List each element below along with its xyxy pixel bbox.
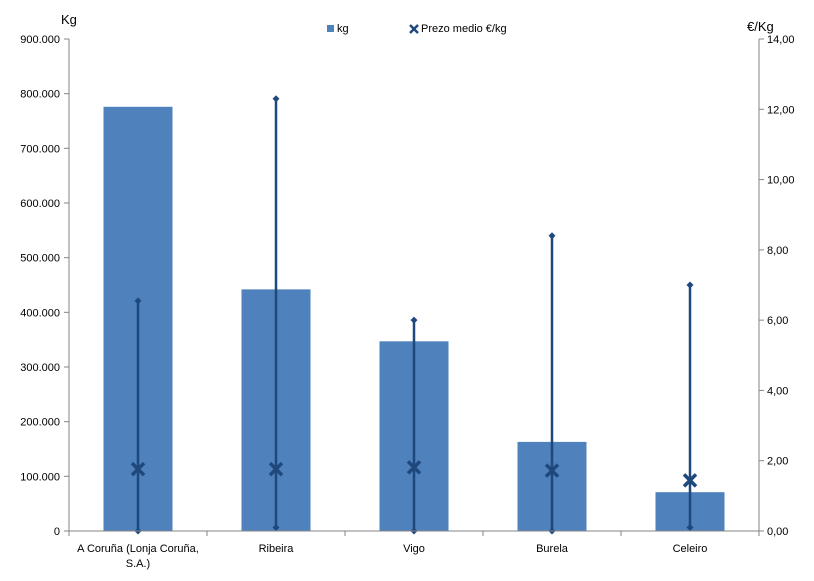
left-tick-label: 400.000 [20,307,60,319]
right-tick-label: 0,00 [767,526,788,538]
price-mean-stroke [406,460,422,475]
left-tick-label: 900.000 [20,34,60,46]
x-tick-label-line: S.A.) [126,558,150,570]
price-max-marker [134,297,142,305]
price-mean-marker [406,460,422,475]
right-tick-label: 6,00 [767,315,788,327]
left-tick-label: 100.000 [20,471,60,483]
x-tick-label: Celeiro [673,543,708,555]
right-tick-label: 10,00 [767,175,795,187]
x-tick-label: Ribeira [259,543,295,555]
price-mean-marker [268,461,284,477]
x-tick-label-line: Vigo [403,543,425,555]
right-tick-label: 4,00 [767,385,788,397]
price-range-series [130,95,698,535]
price-max-marker [272,95,280,103]
left-tick-label: 300.000 [20,362,60,374]
left-tick-label: 700.000 [20,143,60,155]
right-tick-label: 8,00 [767,245,788,257]
price-mean-marker [682,473,698,488]
x-tick-label: Vigo [403,543,425,555]
x-tick-label-line: A Coruña (Lonja Coruña, [77,543,199,555]
price-mean-stroke [682,473,698,488]
x-tick-label-line: Ribeira [259,543,295,555]
price-min-marker [686,523,694,531]
left-tick-label: 600.000 [20,198,60,210]
price-mean-stroke [268,461,284,477]
price-min-marker [272,523,280,531]
x-tick-label-line: Burela [536,543,569,555]
left-tick-label: 200.000 [20,417,60,429]
price-mean-marker [544,463,560,478]
price-max-marker [686,281,694,289]
axes: 0 100.000 200.000 300.000 400.000 500.000 600.… [20,34,794,570]
price-mean-stroke [130,461,146,477]
price-mean-marker [130,461,146,477]
legend-label-price: Prezo medio €/kg [421,23,507,35]
x-tick-label: A Coruña (Lonja Coruña, S.A.) [77,543,199,570]
left-tick-label: 0 [54,526,60,538]
right-tick-label: 2,00 [767,456,788,468]
right-axis-unit: €/Kg [747,19,774,34]
legend-marker-price [409,24,419,34]
legend: kg Prezo medio €/kg [327,23,507,35]
price-max-marker [548,232,556,240]
x-tick-label: Burela [536,543,569,555]
left-axis-unit: Kg [61,12,77,27]
x-tick-label-line: Celeiro [673,543,708,555]
legend-swatch-kg [327,25,334,32]
legend-label-kg: kg [337,23,349,35]
right-tick-label: 14,00 [767,34,795,46]
price-max-marker [410,316,418,324]
price-mean-stroke [544,463,560,478]
left-tick-label: 500.000 [20,253,60,265]
left-tick-label: 800.000 [20,89,60,101]
right-tick-label: 12,00 [767,104,795,116]
